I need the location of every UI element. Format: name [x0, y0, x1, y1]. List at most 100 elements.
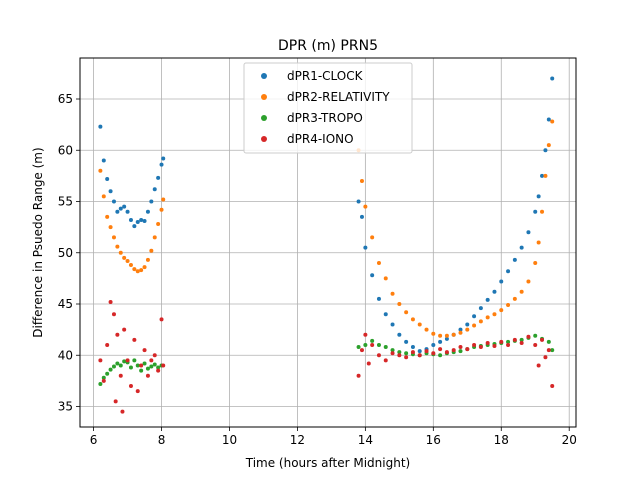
- data-point: [139, 368, 144, 373]
- data-point: [397, 350, 402, 355]
- data-point: [101, 378, 106, 383]
- data-point: [536, 363, 541, 368]
- data-point: [115, 209, 120, 214]
- y-tick-label: 60: [58, 143, 73, 157]
- data-point: [108, 189, 113, 194]
- data-point: [390, 348, 395, 353]
- data-point: [417, 322, 422, 327]
- data-point: [149, 364, 154, 369]
- data-point: [526, 230, 531, 235]
- data-point: [156, 368, 161, 373]
- data-point: [397, 302, 402, 306]
- data-point: [108, 225, 113, 230]
- x-tick-label: 8: [158, 433, 166, 447]
- legend-marker: [261, 115, 267, 121]
- data-point: [370, 338, 375, 343]
- data-point: [159, 207, 164, 212]
- data-point: [512, 296, 517, 301]
- data-point: [125, 209, 130, 214]
- data-point: [359, 348, 364, 353]
- data-point: [478, 306, 483, 311]
- data-point: [101, 158, 106, 163]
- data-point: [118, 250, 123, 255]
- data-point: [356, 199, 361, 204]
- data-point: [149, 358, 154, 363]
- data-point: [108, 299, 113, 304]
- data-point: [376, 343, 381, 347]
- data-point: [132, 267, 137, 272]
- data-point: [550, 119, 555, 124]
- data-point: [492, 289, 497, 294]
- data-point: [458, 349, 463, 354]
- plot-frame: [79, 57, 577, 428]
- data-point: [499, 279, 504, 284]
- data-point: [533, 261, 538, 265]
- data-point: [101, 194, 106, 199]
- x-tick-label: 16: [426, 433, 441, 447]
- data-point: [145, 257, 150, 262]
- data-point: [417, 353, 422, 358]
- data-point: [108, 367, 113, 372]
- data-point: [540, 337, 545, 342]
- y-tick-label: 50: [58, 246, 73, 260]
- data-point: [550, 76, 555, 81]
- data-point: [485, 315, 490, 320]
- data-point: [135, 220, 140, 224]
- data-point: [546, 117, 551, 122]
- data-point: [519, 337, 524, 342]
- data-point: [550, 384, 555, 388]
- data-point: [128, 365, 133, 370]
- data-point: [363, 343, 368, 347]
- y-tick-label: 40: [58, 348, 73, 362]
- data-point: [105, 176, 110, 181]
- data-point: [438, 333, 443, 338]
- data-point: [161, 363, 166, 368]
- data-point: [526, 334, 531, 339]
- data-point: [98, 124, 103, 129]
- legend-label: dPR2-RELATIVITY: [287, 90, 390, 104]
- data-point: [478, 319, 483, 324]
- legend-label: dPR4-IONO: [287, 132, 354, 146]
- data-point: [98, 168, 103, 173]
- data-point: [105, 214, 110, 219]
- data-point: [543, 355, 548, 360]
- data-point: [142, 218, 147, 223]
- data-point: [145, 373, 150, 378]
- data-point: [506, 339, 511, 344]
- data-point: [390, 351, 395, 356]
- data-point: [118, 206, 123, 211]
- data-point: [444, 336, 449, 341]
- data-point: [410, 317, 415, 322]
- x-tick-label: 14: [358, 433, 373, 447]
- data-point: [438, 347, 443, 352]
- data-point: [111, 364, 116, 369]
- data-point: [533, 343, 538, 347]
- data-point: [451, 348, 456, 353]
- data-point: [132, 224, 137, 229]
- data-point: [370, 343, 375, 347]
- data-point: [156, 365, 161, 370]
- data-point: [465, 327, 470, 332]
- data-point: [118, 363, 123, 368]
- legend-label: dPR1-CLOCK: [287, 69, 364, 83]
- data-point: [485, 340, 490, 345]
- data-point: [499, 308, 504, 313]
- chart-title: DPR (m) PRN5: [278, 38, 378, 54]
- series-1: [98, 76, 555, 354]
- data-point: [370, 273, 375, 278]
- data-point: [159, 317, 164, 322]
- axes: 6 8 10 12 14 16 18 20 35 40 45 50 55 60 65: [58, 92, 577, 447]
- data-point: [431, 351, 436, 356]
- data-point: [404, 339, 409, 344]
- data-point: [120, 409, 125, 414]
- data-point: [431, 343, 436, 347]
- data-point: [458, 345, 463, 350]
- x-tick-label: 12: [290, 433, 305, 447]
- data-point: [111, 312, 116, 317]
- data-point: [359, 214, 364, 219]
- data-point: [366, 361, 371, 366]
- data-point: [161, 197, 166, 202]
- data-point: [424, 327, 429, 332]
- legend-label: dPR3-TROPO: [287, 111, 363, 125]
- data-point: [161, 156, 166, 161]
